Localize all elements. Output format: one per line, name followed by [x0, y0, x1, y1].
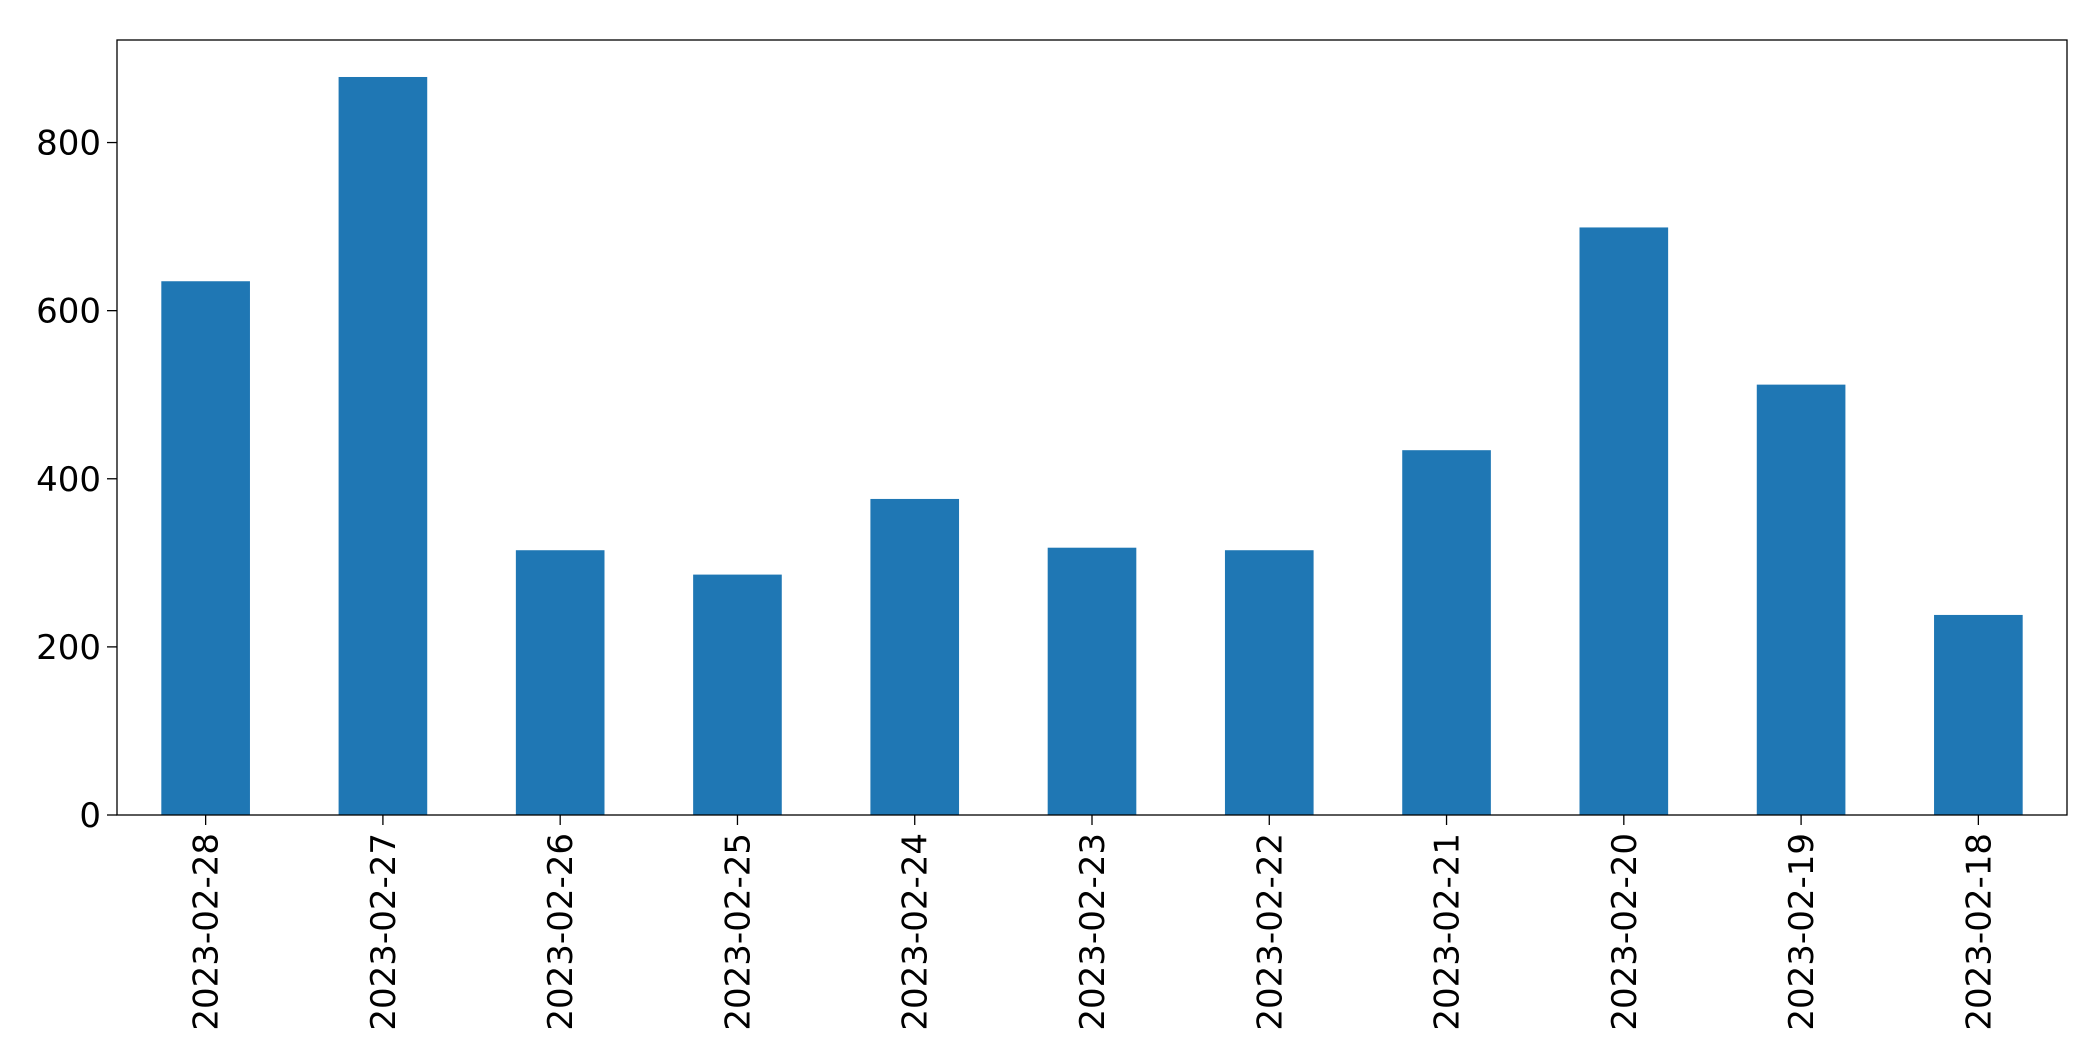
- bar: [1047, 547, 1137, 815]
- x-tick-label: 2023-02-27: [364, 833, 404, 1031]
- x-tick-label: 2023-02-20: [1605, 833, 1645, 1031]
- x-tick-label: 2023-02-23: [1073, 833, 1113, 1031]
- bar: [338, 76, 428, 816]
- axes-frame: [116, 39, 2068, 816]
- bar: [1579, 227, 1669, 815]
- bar: [515, 550, 605, 815]
- x-tick-label: 2023-02-28: [187, 833, 227, 1031]
- x-tick-label: 2023-02-26: [541, 833, 581, 1031]
- x-tick-label: 2023-02-25: [718, 833, 758, 1031]
- bar: [693, 574, 782, 815]
- x-tick-label: 2023-02-22: [1250, 833, 1290, 1031]
- bar: [1756, 384, 1846, 815]
- bar: [161, 281, 250, 816]
- x-tick-label: 2023-02-19: [1782, 833, 1822, 1031]
- x-tick-label: 2023-02-24: [896, 833, 936, 1031]
- y-tick-label: 600: [36, 292, 101, 332]
- bar: [1934, 614, 2023, 815]
- y-tick-label: 800: [36, 124, 101, 164]
- x-tick-label: 2023-02-21: [1428, 833, 1468, 1031]
- x-tick-label: 2023-02-18: [1959, 833, 1999, 1031]
- y-tick-label: 400: [36, 460, 101, 500]
- bar: [1224, 550, 1314, 815]
- bar: [870, 498, 960, 815]
- y-tick-label: 200: [36, 628, 101, 668]
- bar: [1402, 450, 1491, 815]
- y-tick-label: 0: [79, 796, 101, 836]
